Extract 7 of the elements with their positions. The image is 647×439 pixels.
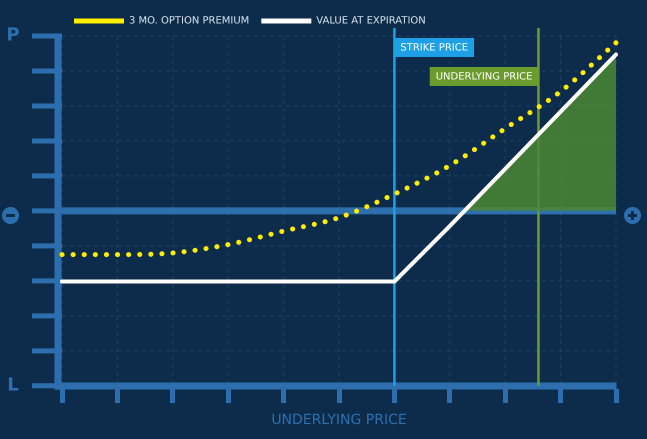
text: L xyxy=(7,374,19,396)
text: UNDERLYING PRICE xyxy=(271,412,407,428)
annotation: STRIKE PRICE xyxy=(400,42,468,54)
legend-label: VALUE AT EXPIRATION xyxy=(316,16,426,27)
legend-label: 3 MO. OPTION PREMIUM xyxy=(129,16,250,27)
text: P xyxy=(6,24,20,46)
annotation: UNDERLYING PRICE xyxy=(436,72,532,83)
